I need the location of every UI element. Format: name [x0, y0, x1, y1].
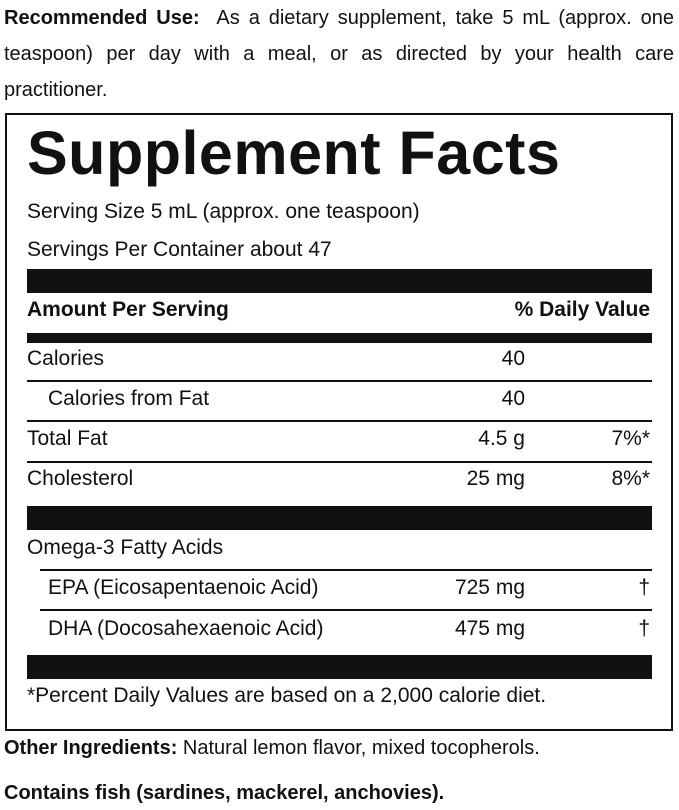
medium-bar — [27, 333, 652, 343]
nutrient-name: Calories from Fat — [48, 387, 210, 410]
footnote: *Percent Daily Values are based on a 2,0… — [27, 684, 547, 707]
nutrient-name: Cholesterol — [27, 467, 134, 490]
row-rule — [40, 609, 652, 611]
nutrient-name: EPA (Eicosapentaenoic Acid) — [48, 576, 319, 599]
daily-value: 8%* — [611, 467, 650, 490]
facts-box — [5, 113, 673, 731]
nutrient-name: Calories — [27, 347, 105, 370]
header-dv: % Daily Value — [514, 298, 650, 321]
label: Other Ingredients: — [4, 737, 178, 759]
amount: 25 mg — [466, 467, 525, 490]
daily-value: † — [638, 617, 650, 640]
facts-title: Supplement Facts — [27, 119, 561, 187]
nutrient-name: DHA (Docosahexaenoic Acid) — [48, 617, 324, 640]
thick-bar — [27, 506, 652, 530]
thick-bar — [27, 269, 652, 293]
thick-bar — [27, 655, 652, 679]
row-rule — [27, 380, 652, 382]
allergen: Contains fish (sardines, mackerel, ancho… — [4, 782, 445, 804]
other-ingredients: Other Ingredients: Natural lemon flavor,… — [4, 737, 540, 760]
recommended-use: Recommended Use: As a dietary supplement… — [4, 0, 674, 108]
amount: 4.5 g — [478, 427, 525, 450]
amount: 725 mg — [454, 576, 525, 599]
text: Natural lemon flavor, mixed tocopherols. — [182, 737, 540, 759]
header-amount: Amount Per Serving — [27, 298, 229, 321]
servings-per-container: Servings Per Container about 47 — [27, 238, 332, 261]
serving-size: Serving Size 5 mL (approx. one teaspoon) — [27, 200, 420, 223]
row-rule — [27, 461, 652, 463]
label: Recommended Use: — [4, 7, 200, 29]
amount: 475 mg — [454, 617, 525, 640]
text: As a dietary supplement, take 5 mL (appr… — [4, 7, 675, 101]
daily-value: † — [638, 576, 650, 599]
nutrient-name: Omega-3 Fatty Acids — [27, 536, 224, 559]
daily-value: 7%* — [611, 427, 650, 450]
row-rule — [40, 569, 652, 571]
nutrient-name: Total Fat — [27, 427, 108, 450]
row-rule — [27, 420, 652, 422]
amount: 40 — [501, 347, 525, 370]
amount: 40 — [501, 387, 525, 410]
